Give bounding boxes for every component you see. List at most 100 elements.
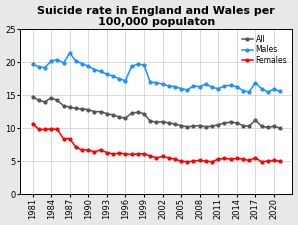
Females xyxy=(111,153,115,155)
Males xyxy=(272,88,276,91)
Females xyxy=(266,160,269,162)
Females xyxy=(105,151,109,154)
Females xyxy=(278,160,282,162)
All xyxy=(229,121,232,124)
Females xyxy=(136,153,139,155)
All xyxy=(204,126,208,128)
Males xyxy=(241,89,245,92)
Females xyxy=(235,157,239,160)
Males xyxy=(111,75,115,77)
Females xyxy=(229,158,232,160)
All xyxy=(55,99,59,102)
Males xyxy=(55,58,59,61)
Males xyxy=(148,81,152,83)
All xyxy=(223,122,226,124)
Males xyxy=(130,65,134,68)
Males xyxy=(99,70,103,73)
Females xyxy=(124,153,127,155)
All xyxy=(62,104,65,107)
Males xyxy=(167,85,170,87)
Females xyxy=(142,153,146,155)
Females xyxy=(43,128,47,131)
Females xyxy=(241,158,245,160)
All xyxy=(260,125,263,128)
Males xyxy=(210,86,214,89)
All xyxy=(272,125,276,128)
All xyxy=(235,122,239,124)
Females xyxy=(198,159,201,162)
All xyxy=(43,100,47,103)
Females xyxy=(68,137,72,140)
All xyxy=(241,124,245,127)
Males xyxy=(179,87,183,90)
All xyxy=(142,112,146,115)
Females xyxy=(161,155,164,158)
Females xyxy=(80,148,84,151)
Males xyxy=(260,87,263,90)
All xyxy=(161,120,164,123)
Females xyxy=(55,128,59,131)
All xyxy=(216,124,220,126)
Males xyxy=(136,63,139,66)
Males xyxy=(93,68,96,71)
Males xyxy=(216,87,220,90)
Males xyxy=(173,85,177,88)
Males xyxy=(86,65,90,68)
All xyxy=(185,126,189,128)
Males xyxy=(229,84,232,87)
Males xyxy=(80,62,84,65)
All xyxy=(155,121,158,124)
All xyxy=(173,123,177,126)
Females xyxy=(260,160,263,163)
Females xyxy=(254,156,257,159)
All xyxy=(86,108,90,111)
Males xyxy=(204,83,208,85)
Females xyxy=(117,152,121,155)
All xyxy=(179,124,183,127)
Title: Suicide rate in England and Wales per
100,000 populaton: Suicide rate in England and Wales per 10… xyxy=(38,6,275,27)
Males xyxy=(223,85,226,87)
Females xyxy=(148,155,152,157)
All xyxy=(266,126,269,129)
All xyxy=(167,122,170,124)
Males xyxy=(31,63,34,66)
All xyxy=(130,112,134,114)
All xyxy=(124,117,127,120)
Males xyxy=(155,81,158,84)
Line: Females: Females xyxy=(31,122,281,163)
All xyxy=(49,97,53,99)
Males xyxy=(266,90,269,93)
Females xyxy=(31,122,34,125)
All xyxy=(74,107,78,110)
Males xyxy=(254,81,257,84)
All xyxy=(210,125,214,128)
All xyxy=(80,108,84,110)
Males xyxy=(235,85,239,88)
All xyxy=(105,112,109,115)
All xyxy=(247,125,251,128)
All xyxy=(93,110,96,113)
Males xyxy=(142,63,146,66)
Males xyxy=(43,66,47,69)
All xyxy=(37,99,41,102)
Females xyxy=(210,160,214,163)
All xyxy=(136,111,139,114)
All xyxy=(148,119,152,122)
Females xyxy=(173,158,177,160)
Females xyxy=(155,156,158,159)
Line: All: All xyxy=(31,95,281,130)
Females xyxy=(247,159,251,162)
All xyxy=(99,110,103,113)
Line: Males: Males xyxy=(31,52,281,93)
Legend: All, Males, Females: All, Males, Females xyxy=(240,33,289,66)
Males xyxy=(74,60,78,62)
Females xyxy=(223,157,226,160)
All xyxy=(254,119,257,122)
All xyxy=(31,95,34,98)
All xyxy=(117,116,121,118)
Males xyxy=(124,79,127,82)
Males xyxy=(192,85,195,87)
Males xyxy=(117,77,121,80)
All xyxy=(68,106,72,108)
Males xyxy=(68,52,72,54)
